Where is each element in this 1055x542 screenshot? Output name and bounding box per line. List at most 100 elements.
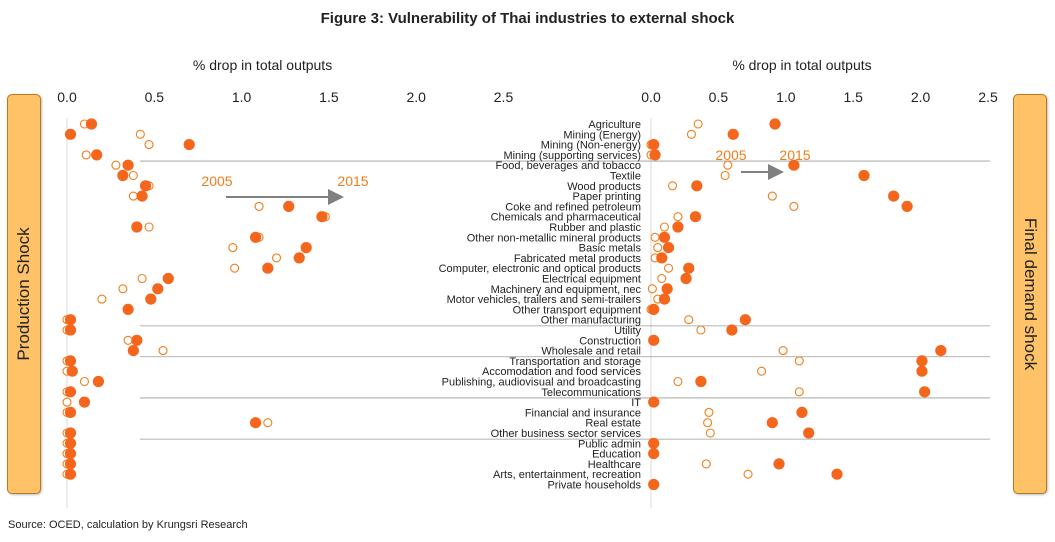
left-point-2015	[262, 262, 274, 274]
right-point-2005	[705, 428, 715, 438]
left-point-2005	[81, 150, 91, 160]
category-label: Textile	[610, 171, 641, 183]
right-axis-title: % drop in total outputs	[732, 57, 871, 73]
production-shock-label: Production Shock	[7, 94, 41, 494]
left-point-2015	[316, 211, 328, 223]
left-tick-label: 1.5	[319, 89, 339, 105]
right-point-2015	[773, 458, 785, 470]
right-point-2005	[650, 232, 660, 242]
left-point-2015	[283, 200, 295, 212]
category-label: IT	[631, 397, 641, 409]
left-point-2005	[118, 284, 128, 294]
right-point-2015	[858, 169, 870, 182]
right-point-2005	[767, 191, 777, 201]
category-label: Agriculture	[588, 119, 641, 131]
left-point-2005	[271, 253, 282, 263]
right-point-2005	[684, 315, 694, 325]
right-point-2005	[789, 201, 799, 211]
right-point-2005	[696, 325, 706, 335]
right-point-2015	[691, 180, 703, 192]
right-point-2015	[648, 303, 660, 315]
right-point-2005	[778, 346, 788, 356]
right-point-2015	[935, 345, 947, 357]
right-tick-label: 0.0	[641, 89, 661, 105]
left-point-2015	[64, 355, 77, 367]
right-point-2015	[648, 437, 660, 449]
category-label: Telecommunications	[541, 387, 641, 399]
left-point-2015	[64, 386, 77, 398]
right-point-2005	[659, 222, 670, 232]
right-point-2015	[769, 118, 781, 130]
right-point-2015	[788, 159, 800, 171]
left-point-2015	[249, 417, 262, 429]
category-label: Other business sector services	[491, 428, 642, 440]
right-point-2005	[693, 119, 703, 129]
left-point-2015	[139, 180, 152, 192]
left-point-2015	[300, 242, 312, 254]
right-point-2015	[680, 272, 692, 285]
category-label: Other transport equipment	[513, 304, 641, 316]
left-point-2015	[131, 334, 143, 346]
left-tick-label: 0.0	[57, 89, 77, 105]
category-label: Basic metals	[579, 243, 642, 255]
right-point-2005	[673, 212, 683, 222]
right-point-2015	[916, 355, 928, 367]
left-tick-label: 1.0	[232, 89, 252, 105]
right-point-2015	[916, 365, 928, 377]
left-point-2005	[137, 273, 147, 284]
right-point-2005	[794, 356, 804, 366]
category-label: Coke and refined petroleum	[505, 201, 641, 213]
left-point-2015	[64, 324, 77, 336]
left-point-2005	[123, 335, 133, 345]
category-label: Other non-metallic mineral products	[467, 232, 642, 244]
left-point-2005	[97, 294, 107, 304]
category-label: Publishing, audiovisual and broadcasting	[442, 377, 641, 389]
right-point-2005	[686, 129, 696, 139]
left-point-2005	[228, 243, 238, 253]
right-tick-label: 1.0	[776, 89, 796, 105]
category-label: Wood products	[567, 181, 641, 193]
left-point-2015	[64, 468, 77, 480]
right-annotation-2015: 2015	[779, 147, 810, 163]
left-point-2005	[230, 263, 240, 273]
right-tick-label: 2.0	[911, 89, 931, 105]
right-point-2015	[648, 448, 660, 460]
right-point-2015	[672, 221, 684, 233]
left-annotation-2015: 2015	[337, 173, 368, 189]
category-label: Mining (Non-energy)	[541, 140, 641, 152]
right-tick-label: 2.5	[978, 89, 998, 105]
left-point-2015	[64, 427, 77, 439]
left-point-2015	[249, 231, 262, 243]
right-point-2005	[673, 376, 683, 387]
right-tick-label: 1.5	[843, 89, 863, 105]
left-point-2015	[64, 406, 77, 418]
left-point-2015	[64, 128, 77, 140]
left-point-2015	[162, 272, 174, 285]
source-note: Source: OCED, calculation by Krungsri Re…	[8, 519, 248, 531]
category-label: Real estate	[585, 418, 641, 430]
right-point-2005	[720, 170, 730, 181]
right-point-2015	[662, 242, 675, 254]
right-point-2005	[703, 418, 713, 428]
category-label: Utility	[614, 325, 641, 337]
category-label: Financial and insurance	[525, 407, 641, 419]
category-label: Public admin	[578, 438, 641, 450]
category-label: Private households	[547, 480, 641, 492]
right-point-2015	[689, 211, 702, 223]
left-point-2005	[111, 160, 121, 170]
left-point-2015	[136, 190, 148, 202]
category-label: Education	[592, 449, 641, 461]
right-tick-label: 0.5	[709, 89, 729, 105]
right-point-2005	[723, 160, 733, 170]
right-point-2015	[648, 334, 660, 346]
right-point-2005	[743, 469, 753, 479]
left-point-2015	[64, 448, 77, 460]
left-point-2015	[145, 293, 157, 305]
category-label: Mining (Energy)	[563, 129, 641, 141]
right-point-2005	[756, 366, 767, 376]
category-label: Rubber and plastic	[549, 222, 641, 234]
category-label: Wholesale and retail	[541, 346, 641, 358]
category-label: Electrical equipment	[542, 274, 641, 286]
category-label: Paper printing	[573, 191, 642, 203]
